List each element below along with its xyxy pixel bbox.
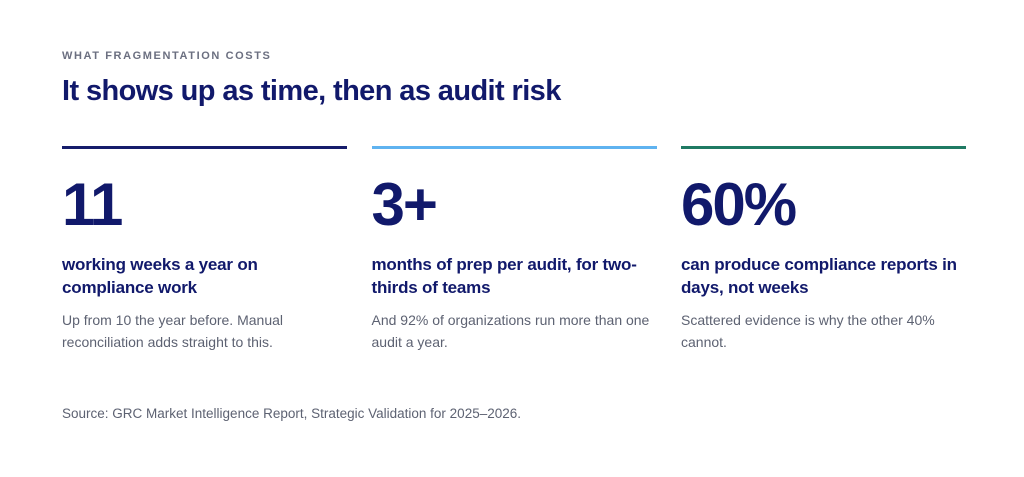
stat-value: 11 xyxy=(62,171,123,238)
stat-label: can produce compliance reports in days, … xyxy=(681,255,957,297)
stat-accent-rule xyxy=(681,146,966,149)
stat-value: 3+ xyxy=(371,171,438,238)
stat-label: months of prep per audit, for two-thirds… xyxy=(371,255,637,297)
section-eyebrow: WHAT FRAGMENTATION COSTS xyxy=(62,50,272,62)
stat-card-reporting-speed: 60% can produce compliance reports in da… xyxy=(681,146,966,353)
stat-accent-rule xyxy=(62,146,347,149)
stat-label: working weeks a year on compliance work xyxy=(62,255,258,297)
stat-card-weeks: 11 working weeks a year on compliance wo… xyxy=(62,146,347,353)
stat-accent-rule xyxy=(371,146,657,149)
stat-note: And 92% of organizations run more than o… xyxy=(371,312,650,350)
stat-value: 60% xyxy=(681,171,797,238)
source-citation: Source: GRC Market Intelligence Report, … xyxy=(62,406,521,421)
fragmentation-costs-section: WHAT FRAGMENTATION COSTS It shows up as … xyxy=(62,0,966,477)
section-headline: It shows up as time, then as audit risk xyxy=(62,75,561,107)
stat-note: Scattered evidence is why the other 40% … xyxy=(681,312,935,350)
stat-card-audit-prep: 3+ months of prep per audit, for two-thi… xyxy=(371,146,657,353)
stat-note: Up from 10 the year before. Manual recon… xyxy=(62,312,284,350)
stats-row: 11 working weeks a year on compliance wo… xyxy=(62,146,966,353)
